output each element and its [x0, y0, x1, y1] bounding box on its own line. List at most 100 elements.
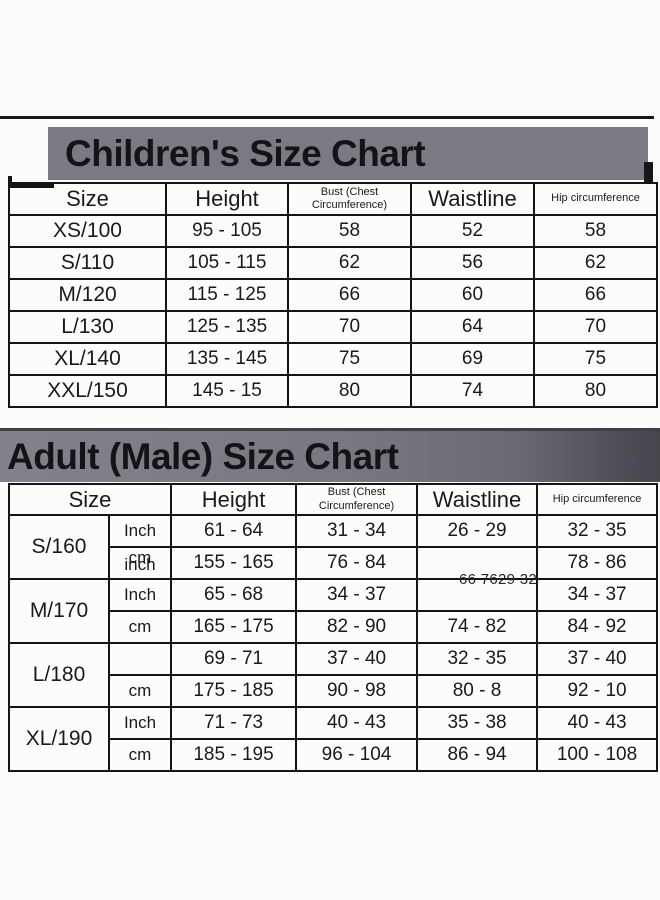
bust-cell: 62	[287, 246, 412, 280]
children-table-row: XXL/150 145 - 15 80 74 80	[8, 374, 658, 408]
unit-cell	[107, 642, 173, 676]
size-cell: M/170	[8, 578, 110, 644]
bust-cell: 96 - 104	[295, 738, 419, 772]
band-corner-mark	[644, 162, 653, 184]
children-table-row: M/120 115 - 125 66 60 66	[8, 278, 658, 312]
size-cell: L/180	[8, 642, 110, 708]
adult-table-row: L/180 69 - 71 37 - 40 32 - 35 37 - 40	[8, 642, 659, 708]
size-cell: S/160	[8, 514, 110, 580]
unit-cell: Inch	[107, 578, 173, 612]
height-cell: 165 - 175	[170, 610, 298, 644]
height-cell: 155 - 165	[170, 546, 298, 580]
children-chart-title: Children's Size Chart	[65, 132, 426, 174]
hip-cell: 66	[533, 278, 658, 312]
hip-cell: 78 - 86	[536, 546, 659, 580]
adult-size-table: Size Height Bust (Chest Circumference) W…	[7, 483, 659, 772]
children-table-row: S/110 105 - 115 62 56 62	[8, 246, 658, 280]
band-artifact-glyph: s	[629, 453, 638, 470]
hip-cell: 80	[533, 374, 658, 408]
height-cell: 185 - 195	[170, 738, 298, 772]
bust-cell: 76 - 84	[295, 546, 419, 580]
waist-cell: 74 - 82	[416, 610, 539, 644]
height-cell: 61 - 64	[170, 514, 298, 548]
adult-chart-title: Adult (Male) Size Chart	[7, 435, 399, 477]
children-col-bust-line2: Circumference)	[311, 199, 388, 211]
bust-cell: 66	[287, 278, 412, 312]
hip-cell: 34 - 37	[536, 578, 659, 612]
adult-table-row: cm inch 155 - 165 76 - 84 78 - 86	[9, 546, 659, 580]
hip-cell: 37 - 40	[536, 642, 659, 676]
children-col-hip: Hip circumference	[533, 182, 658, 216]
children-col-bust-line1: Bust (Chest	[320, 185, 379, 198]
bust-cell: 40 - 43	[295, 706, 419, 740]
height-cell: 65 - 68	[170, 578, 298, 612]
hip-cell: 100 - 108	[536, 738, 659, 772]
adult-table-row: cm 175 - 185 90 - 98 80 - 8 92 - 10	[9, 674, 659, 708]
size-cell: S/110	[8, 246, 167, 280]
unit-cell: Inch	[107, 514, 173, 548]
adult-col-waistline: Waistline	[416, 483, 539, 516]
adult-col-height: Height	[170, 483, 298, 516]
waist-cell: 52	[410, 214, 535, 248]
children-col-waistline: Waistline	[410, 182, 535, 216]
height-cell: 71 - 73	[170, 706, 298, 740]
unit-cell: cm	[107, 738, 173, 772]
children-col-height: Height	[165, 182, 289, 216]
adult-chart-title-band: Adult (Male) Size Chart s	[0, 428, 660, 482]
hip-cell: 92 - 10	[536, 674, 659, 708]
bust-cell: 37 - 40	[295, 642, 419, 676]
unit-cell: Inch	[107, 706, 173, 740]
adult-col-bust-line1: Bust (Chest	[327, 486, 386, 499]
waist-cell: 64	[410, 310, 535, 344]
waist-cell: 56	[410, 246, 535, 280]
adult-col-bust: Bust (Chest Circumference)	[295, 483, 419, 516]
height-cell: 69 - 71	[170, 642, 298, 676]
height-cell: 135 - 145	[165, 342, 289, 376]
bust-cell: 82 - 90	[295, 610, 419, 644]
bust-cell: 80	[287, 374, 412, 408]
size-cell: XL/140	[8, 342, 167, 376]
top-divider-line	[0, 116, 654, 119]
hip-cell: 70	[533, 310, 658, 344]
children-table-row: L/130 125 - 135 70 64 70	[8, 310, 658, 344]
bust-cell: 58	[287, 214, 412, 248]
children-chart-title-band: Children's Size Chart	[48, 127, 648, 180]
unit-cell: cm	[107, 610, 173, 644]
height-cell: 175 - 185	[170, 674, 298, 708]
hip-cell: 84 - 92	[536, 610, 659, 644]
unit-overlap-stack: cm inch	[124, 548, 156, 574]
waist-cell	[416, 546, 539, 580]
waist-cell: 60	[410, 278, 535, 312]
adult-header-row: Size Height Bust (Chest Circumference) W…	[7, 483, 659, 516]
height-cell: 125 - 135	[165, 310, 289, 344]
height-cell: 105 - 115	[165, 246, 289, 280]
adult-col-bust-line2: Circumference)	[318, 499, 395, 512]
adult-col-hip: Hip circumference	[536, 483, 659, 516]
children-header-row: Size Height Bust (Chest Circumference) W…	[8, 182, 658, 216]
height-cell: 115 - 125	[165, 278, 289, 312]
height-cell: 145 - 15	[165, 374, 289, 408]
adult-table-row: S/160 Inch 61 - 64 31 - 34 26 - 29 32 - 35	[8, 514, 659, 580]
waist-cell: 35 - 38	[416, 706, 539, 740]
hip-cell: 75	[533, 342, 658, 376]
bust-cell: 31 - 34	[295, 514, 419, 548]
hip-cell: 32 - 35	[536, 514, 659, 548]
waist-cell: 26 - 29	[416, 514, 539, 548]
unit-cell: cm	[107, 674, 173, 708]
adult-table-row: XL/190 Inch 71 - 73 40 - 43 35 - 38 40 - 43	[8, 706, 659, 772]
garbled-waistline-text: 66 7629 32	[458, 571, 538, 588]
waist-cell: 80 - 8	[416, 674, 539, 708]
bust-cell: 90 - 98	[295, 674, 419, 708]
hip-cell: 40 - 43	[536, 706, 659, 740]
bust-cell: 34 - 37	[295, 578, 419, 612]
hip-cell: 58	[533, 214, 658, 248]
adult-col-size: Size	[7, 483, 173, 516]
adult-table-row: M/170 Inch 65 - 68 34 - 37 34 - 37	[8, 578, 659, 644]
adult-table-row: cm 185 - 195 96 - 104 86 - 94 100 - 108	[9, 738, 659, 772]
children-col-bust: Bust (Chest Circumference)	[287, 182, 412, 216]
waist-cell: 86 - 94	[416, 738, 539, 772]
adult-table-row: cm 165 - 175 82 - 90 74 - 82 84 - 92	[9, 610, 659, 644]
unit-cell: cm inch	[107, 546, 173, 580]
bust-cell: 70	[287, 310, 412, 344]
